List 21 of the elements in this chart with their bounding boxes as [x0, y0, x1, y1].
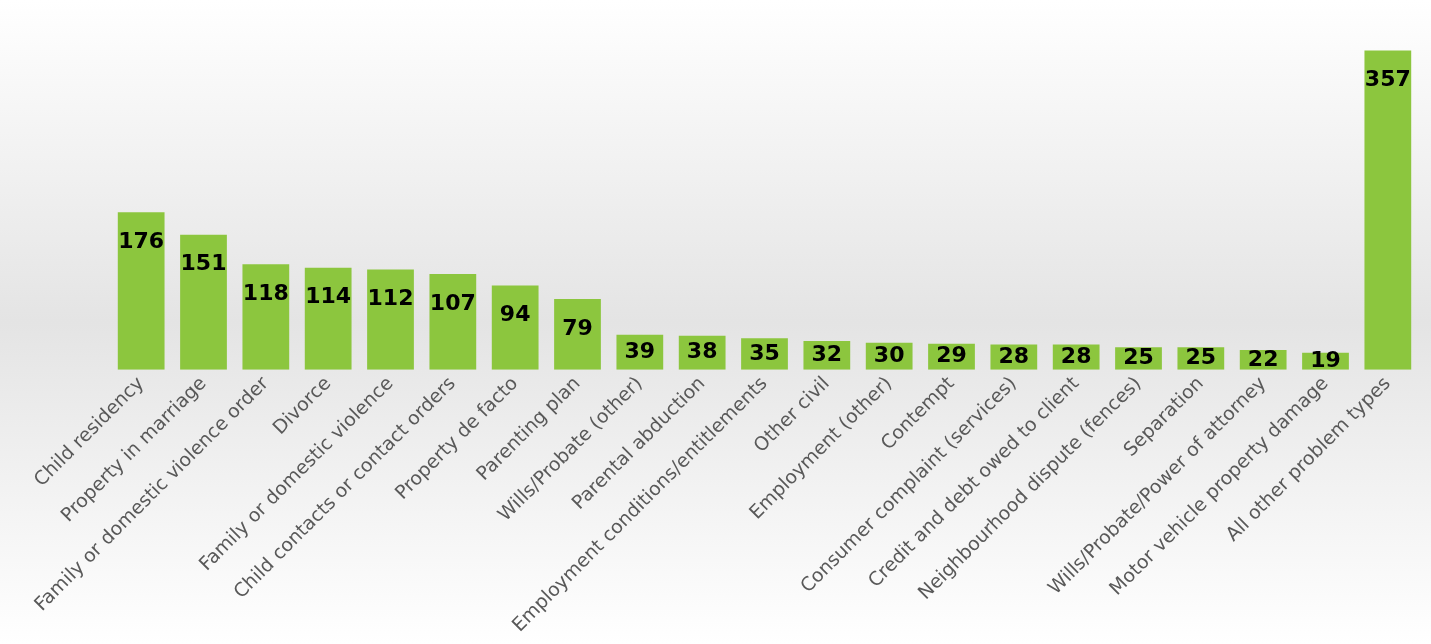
- data-label: 22: [1247, 345, 1279, 371]
- data-label: 107: [429, 289, 476, 315]
- data-label: 357: [1364, 66, 1411, 92]
- data-label: 32: [811, 341, 843, 367]
- data-label: 25: [1185, 344, 1217, 370]
- data-label: 114: [305, 283, 352, 309]
- data-label: 28: [998, 342, 1030, 368]
- data-label: 35: [749, 339, 780, 365]
- data-label: 29: [936, 342, 967, 368]
- data-label: 94: [499, 301, 531, 327]
- data-label: 151: [180, 250, 227, 276]
- data-label: 19: [1310, 346, 1341, 372]
- data-label: 28: [1060, 342, 1092, 368]
- data-label: 38: [686, 338, 718, 364]
- data-label: 79: [562, 314, 593, 340]
- data-label: 118: [242, 279, 289, 305]
- data-label: 112: [367, 285, 414, 311]
- data-label: 39: [624, 337, 656, 363]
- data-label: 25: [1123, 344, 1154, 370]
- data-label: 30: [873, 341, 905, 367]
- data-label: 176: [118, 228, 165, 253]
